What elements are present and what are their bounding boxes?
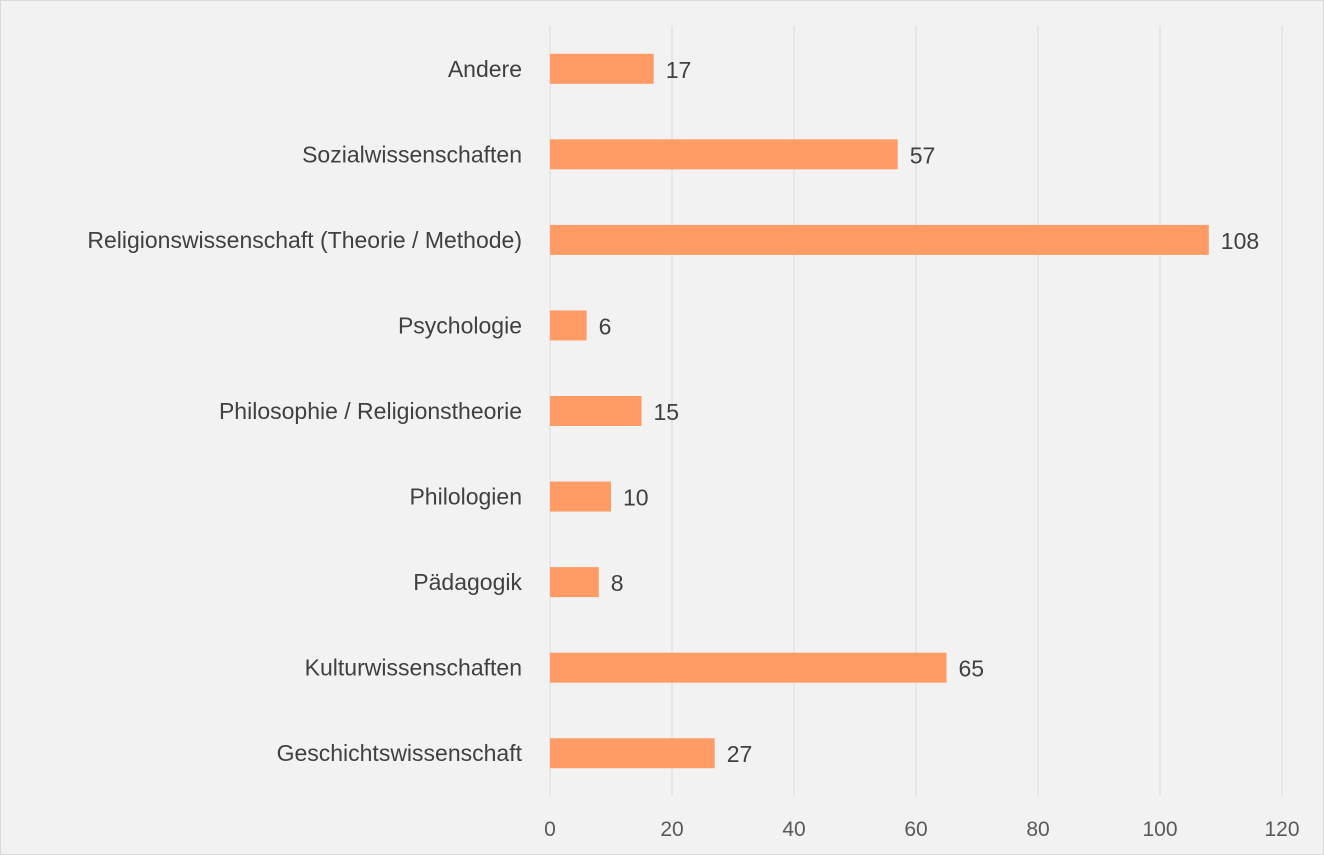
category-label: Geschichtswissenschaft [277,740,523,766]
bar [550,53,654,84]
bar [550,652,947,683]
x-axis-tick-labels: 0 20 40 60 80 100 120 [544,818,1299,841]
x-tick-label: 100 [1142,818,1177,841]
bars [550,53,1209,769]
x-tick-label: 20 [660,818,683,841]
bar [550,396,642,426]
category-labels: Andere Sozialwissenschaften Religionswisse… [87,56,522,766]
data-label: 15 [654,399,680,425]
data-label: 6 [599,313,612,339]
category-label: Philologien [409,484,522,510]
category-label: Philosophie / Religionstheorie [219,398,522,424]
x-tick-label: 60 [904,818,927,841]
bar [550,139,898,170]
category-label: Psychologie [398,312,522,338]
bar [550,738,715,769]
category-label: Andere [448,56,522,82]
data-label: 17 [666,57,692,83]
data-label: 57 [910,142,936,168]
x-tick-label: 0 [544,818,556,841]
category-label: Pädagogik [413,569,522,595]
bar [550,310,587,341]
category-label: Sozialwissenschaften [302,141,522,167]
data-label: 8 [611,570,624,596]
data-label: 10 [623,485,649,511]
data-label: 65 [959,656,985,682]
x-tick-label: 120 [1264,818,1299,841]
data-label: 27 [727,741,753,767]
data-label: 108 [1221,228,1259,254]
bar [550,567,599,598]
category-label: Kulturwissenschaften [305,655,522,681]
bar [550,224,1209,255]
x-tick-label: 80 [1026,818,1049,841]
x-tick-label: 40 [782,818,805,841]
bar [550,481,611,512]
category-label: Religionswissenschaft (Theorie / Methode… [87,227,522,253]
